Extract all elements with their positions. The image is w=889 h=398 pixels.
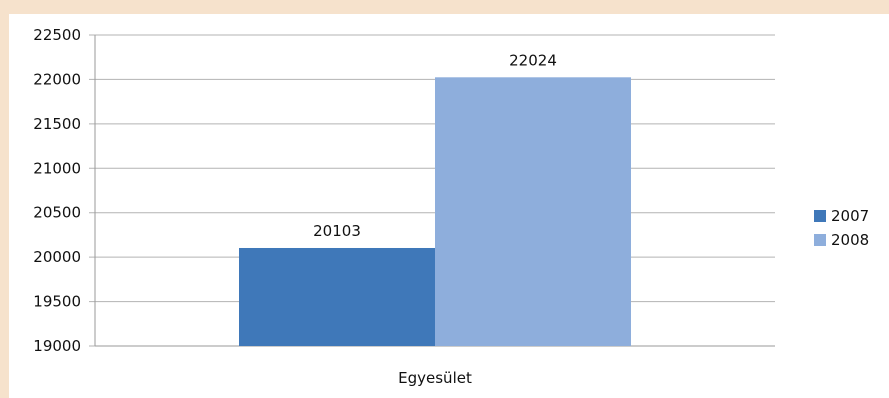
y-tick-label: 22500 — [33, 26, 81, 44]
bar-2007 — [239, 247, 435, 346]
y-tick-label: 20000 — [33, 248, 81, 266]
legend-label-2008: 2008 — [831, 231, 869, 249]
y-tick-label: 19500 — [33, 293, 81, 311]
legend-swatch-2007 — [814, 210, 826, 222]
y-tick-label: 21000 — [33, 159, 81, 177]
legend-label-2007: 2007 — [831, 207, 869, 225]
y-tick-label: 19000 — [33, 337, 81, 355]
data-label-2008: 22024 — [509, 51, 557, 69]
bar-2008 — [435, 77, 631, 347]
legend-swatch-2008 — [814, 234, 826, 246]
y-tick-label: 20500 — [33, 204, 81, 222]
x-category-label: Egyesület — [398, 369, 472, 387]
data-label-2007: 20103 — [313, 222, 361, 240]
y-tick-label: 21500 — [33, 115, 81, 133]
y-tick-label: 22000 — [33, 70, 81, 88]
